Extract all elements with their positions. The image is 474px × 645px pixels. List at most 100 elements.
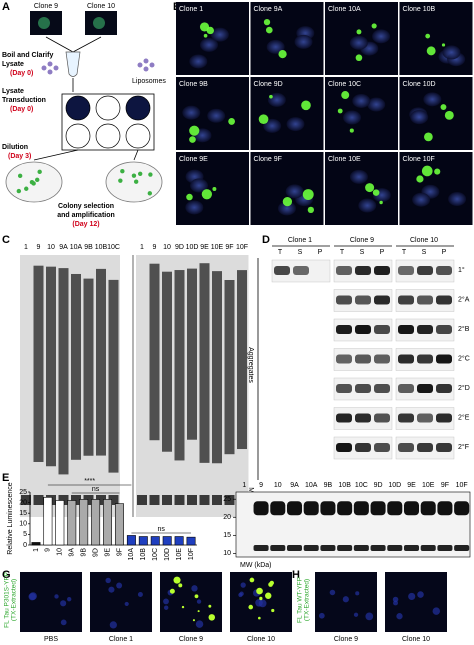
nucleus: [137, 592, 143, 598]
cell: [286, 117, 305, 132]
side-label: Aggregates: [247, 347, 254, 383]
step-text: Boil and Clarify: [2, 52, 53, 59]
band-upper: [253, 501, 269, 516]
row-label: 2°B: [458, 325, 470, 333]
nucleus: [195, 620, 204, 628]
step-text: Lysate: [2, 88, 24, 95]
monomer-band: [83, 495, 94, 505]
nucleus: [417, 591, 424, 598]
bar: [67, 500, 77, 546]
lane-label: 10D: [186, 244, 199, 251]
band: [417, 295, 433, 305]
inclusion: [282, 196, 293, 207]
cell: [448, 192, 467, 207]
inclusion: [248, 604, 254, 610]
micrograph: [160, 572, 222, 632]
nucleus: [116, 582, 123, 589]
cell: [210, 27, 229, 42]
step-day: (Day 0): [10, 106, 33, 113]
inclusion: [379, 200, 383, 205]
inclusion: [169, 588, 175, 594]
colony: [37, 169, 42, 175]
cell: [200, 37, 219, 52]
band: [336, 295, 352, 305]
nucleus: [318, 612, 325, 619]
y-tick-label: 10: [223, 550, 231, 557]
inclusion: [434, 168, 441, 175]
inclusion: [426, 46, 436, 56]
band: [374, 295, 390, 305]
inclusion: [416, 175, 424, 183]
band-lower: [370, 544, 386, 551]
image-label: Clone 10E: [328, 156, 361, 163]
band: [374, 384, 390, 393]
bar: [150, 536, 160, 546]
inclusion: [258, 616, 261, 620]
y-tick-label: 25: [19, 489, 27, 496]
well: [125, 95, 151, 121]
inclusion: [199, 22, 210, 32]
image-label: PBS: [44, 636, 58, 643]
bar: [114, 503, 124, 546]
y-tick-label: 20: [223, 514, 231, 521]
band-upper: [420, 501, 436, 516]
x-tick-label: 9F: [116, 548, 123, 556]
bar: [31, 542, 41, 546]
inclusion: [259, 596, 263, 601]
band: [336, 413, 352, 423]
micrograph: [325, 77, 398, 150]
smear: [58, 268, 69, 475]
y-tick-label: 15: [223, 532, 231, 539]
tube: [65, 51, 81, 77]
smear: [187, 268, 197, 440]
cell: [412, 192, 431, 207]
inclusion: [421, 165, 433, 177]
well: [65, 95, 91, 121]
x-tick-label: 9B: [81, 548, 88, 557]
panel-label: G: [2, 569, 11, 581]
smear: [108, 279, 119, 473]
liposome-dot: [47, 61, 53, 67]
inclusion: [355, 54, 363, 62]
lane-label: 9E: [200, 244, 209, 251]
band: [436, 295, 452, 305]
inclusion: [256, 587, 263, 595]
inclusion: [441, 43, 446, 47]
micrograph: [90, 572, 152, 632]
inclusion: [349, 128, 354, 133]
lane-label: 10: [163, 244, 171, 251]
band: [436, 354, 452, 364]
image-label: Clone 9: [334, 636, 358, 643]
inclusion: [208, 614, 216, 621]
band: [436, 266, 452, 275]
inclusion: [341, 91, 350, 100]
x-tick-label: 10D: [164, 548, 171, 561]
band-upper: [337, 501, 353, 516]
well: [65, 123, 91, 149]
nucleus: [365, 612, 374, 621]
liposome-dot: [137, 62, 143, 68]
cell: [189, 54, 208, 69]
smear: [46, 266, 56, 467]
image-label: Clone 10A: [328, 6, 361, 13]
nucleus: [163, 598, 169, 605]
cell: [285, 184, 304, 199]
lane-label: 9F: [225, 244, 233, 251]
smear: [224, 280, 235, 455]
band: [355, 413, 371, 423]
monomer-band: [212, 495, 222, 505]
image-label: Clone 9D: [254, 81, 283, 88]
smear: [174, 270, 185, 461]
x-tick-label: 9D: [92, 548, 99, 557]
band-lower: [253, 544, 269, 551]
lane-label: 9D: [175, 244, 184, 251]
bar: [55, 500, 65, 546]
monomer-band: [224, 495, 235, 505]
y-tick-label: 25: [223, 496, 231, 503]
monomer-band: [33, 495, 44, 505]
lane-label: 10C: [355, 482, 368, 489]
micrograph: [20, 572, 82, 632]
band-upper: [403, 501, 420, 516]
side-label: (TX-Extracted): [11, 579, 18, 621]
band-lower: [286, 544, 303, 551]
